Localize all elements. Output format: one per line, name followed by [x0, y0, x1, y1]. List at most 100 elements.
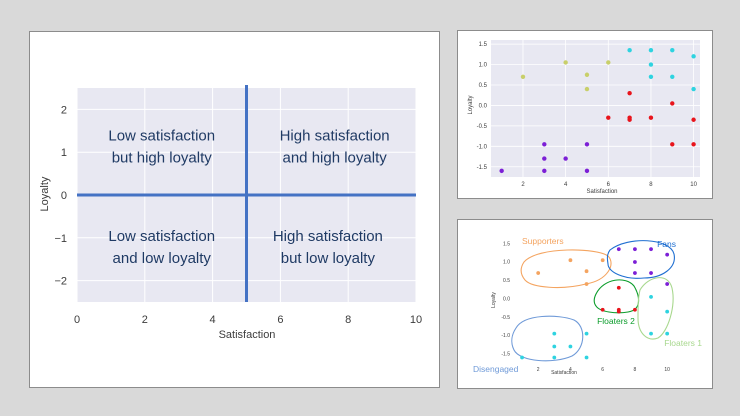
- data-point: [670, 101, 675, 106]
- quadrant-label-top-left: but high loyalty: [112, 150, 213, 167]
- data-point: [568, 344, 573, 349]
- x-tick-label: 8: [649, 182, 653, 188]
- plot-area: [491, 40, 700, 177]
- y-tick-label: −1: [54, 233, 67, 245]
- cluster-label-floaters2: Floaters 2: [597, 316, 635, 326]
- quadrant-label-bottom-right: but low loyalty: [281, 250, 376, 267]
- y-tick-label: −2: [54, 276, 67, 288]
- y-tick-label: -0.5: [501, 315, 510, 321]
- data-point: [499, 168, 504, 174]
- data-point: [542, 142, 547, 147]
- data-point: [633, 260, 637, 264]
- data-point: [627, 48, 632, 53]
- cluster-chart-panel: Satisfaction Loyalty 2 4 6 8 10 1.5 1.0 0.5 0.0 -…: [457, 219, 713, 389]
- y-tick-label: 1.5: [479, 42, 488, 48]
- data-point: [648, 115, 654, 120]
- cluster-label-disengaged: Disengaged: [473, 364, 519, 374]
- x-tick-label: 4: [569, 367, 572, 373]
- data-point: [542, 156, 547, 161]
- y-tick-label: 1: [61, 147, 67, 159]
- data-point: [584, 168, 590, 174]
- y-tick-label: -1.0: [477, 144, 488, 150]
- data-point: [552, 355, 557, 360]
- x-tick-label: 2: [521, 182, 525, 188]
- data-point: [552, 344, 557, 349]
- data-point: [665, 282, 670, 286]
- data-point: [520, 355, 524, 360]
- y-tick-label: 0.5: [479, 83, 488, 89]
- data-point: [648, 74, 654, 80]
- y-tick-label: 0.0: [479, 103, 488, 109]
- data-point: [616, 285, 621, 290]
- x-tick-label: 8: [634, 367, 637, 373]
- cluster-outline-disengaged: [511, 315, 584, 362]
- y-tick-label: -1.5: [477, 165, 488, 171]
- data-point: [536, 271, 541, 275]
- data-point: [520, 74, 526, 80]
- data-point: [600, 258, 605, 263]
- y-tick-label: 1.0: [503, 260, 510, 266]
- data-point: [633, 307, 637, 312]
- y-tick-label: 1.5: [503, 241, 510, 247]
- y-tick-label: 2: [61, 104, 67, 116]
- data-point: [691, 117, 696, 122]
- x-tick-label: 8: [345, 314, 351, 326]
- data-point: [648, 48, 654, 53]
- cluster-chart: Satisfaction Loyalty 2 4 6 8 10 1.5 1.0 0.5 0.0 -…: [473, 236, 702, 376]
- x-tick-label: 6: [607, 182, 611, 188]
- quadrant-label-top-left: Low satisfaction: [108, 128, 215, 145]
- x-tick-label: 2: [142, 314, 148, 326]
- x-tick-label: 6: [277, 314, 283, 326]
- data-point: [584, 86, 590, 92]
- x-tick-label: 6: [601, 367, 604, 373]
- data-point: [584, 331, 589, 336]
- data-point: [633, 271, 637, 275]
- y-tick-label: -1.5: [501, 351, 510, 357]
- data-point: [542, 168, 547, 174]
- quadrant-label-top-right: High satisfaction: [280, 128, 390, 145]
- data-point: [649, 295, 653, 299]
- x-tick-label: 2: [537, 367, 540, 373]
- y-tick-label: 0: [61, 190, 67, 202]
- data-point: [670, 48, 675, 53]
- y-axis-label: Loyalty: [491, 292, 497, 308]
- x-axis-label: Satisfaction: [219, 329, 276, 341]
- data-point: [584, 269, 589, 274]
- data-point: [563, 156, 568, 161]
- data-point: [649, 247, 653, 252]
- x-axis-label: Satisfaction: [586, 189, 617, 195]
- cluster-label-floaters1: Floaters 1: [664, 338, 702, 348]
- data-point: [691, 54, 696, 59]
- data-point: [606, 60, 611, 65]
- data-point: [691, 142, 696, 147]
- data-point: [600, 307, 605, 312]
- y-tick-label: 1.0: [479, 63, 488, 69]
- data-point: [584, 72, 590, 77]
- y-axis-label: Loyalty: [468, 95, 474, 114]
- y-tick-label: -0.5: [477, 124, 488, 130]
- y-tick-label: -1.0: [501, 333, 510, 339]
- data-point: [665, 331, 670, 336]
- data-point: [627, 90, 632, 96]
- x-tick-label: 0: [74, 314, 80, 326]
- y-axis-label: Loyalty: [39, 176, 51, 211]
- cluster-outline-fans: [606, 240, 675, 279]
- data-point: [563, 60, 568, 65]
- data-point: [627, 117, 632, 122]
- x-axis-label: Satisfaction: [551, 370, 577, 376]
- data-point: [665, 309, 670, 314]
- data-point: [633, 247, 637, 252]
- cluster-label-fans: Fans: [657, 239, 676, 249]
- data-point: [691, 86, 696, 92]
- y-tick-label: 0.0: [503, 296, 510, 302]
- quadrant-label-bottom-left: Low satisfaction: [108, 228, 215, 245]
- quadrant-label-bottom-right: High satisfaction: [273, 228, 383, 245]
- data-point: [648, 62, 654, 67]
- cluster-outline-supporters: [520, 249, 612, 288]
- scatter-chart: Satisfaction Loyalty 2 4 6 8 10 1.5 1.0 0.5 0.0 -…: [468, 40, 700, 195]
- data-point: [649, 271, 653, 275]
- data-point: [670, 142, 675, 147]
- x-tick-label: 10: [664, 367, 670, 373]
- data-point: [584, 355, 589, 360]
